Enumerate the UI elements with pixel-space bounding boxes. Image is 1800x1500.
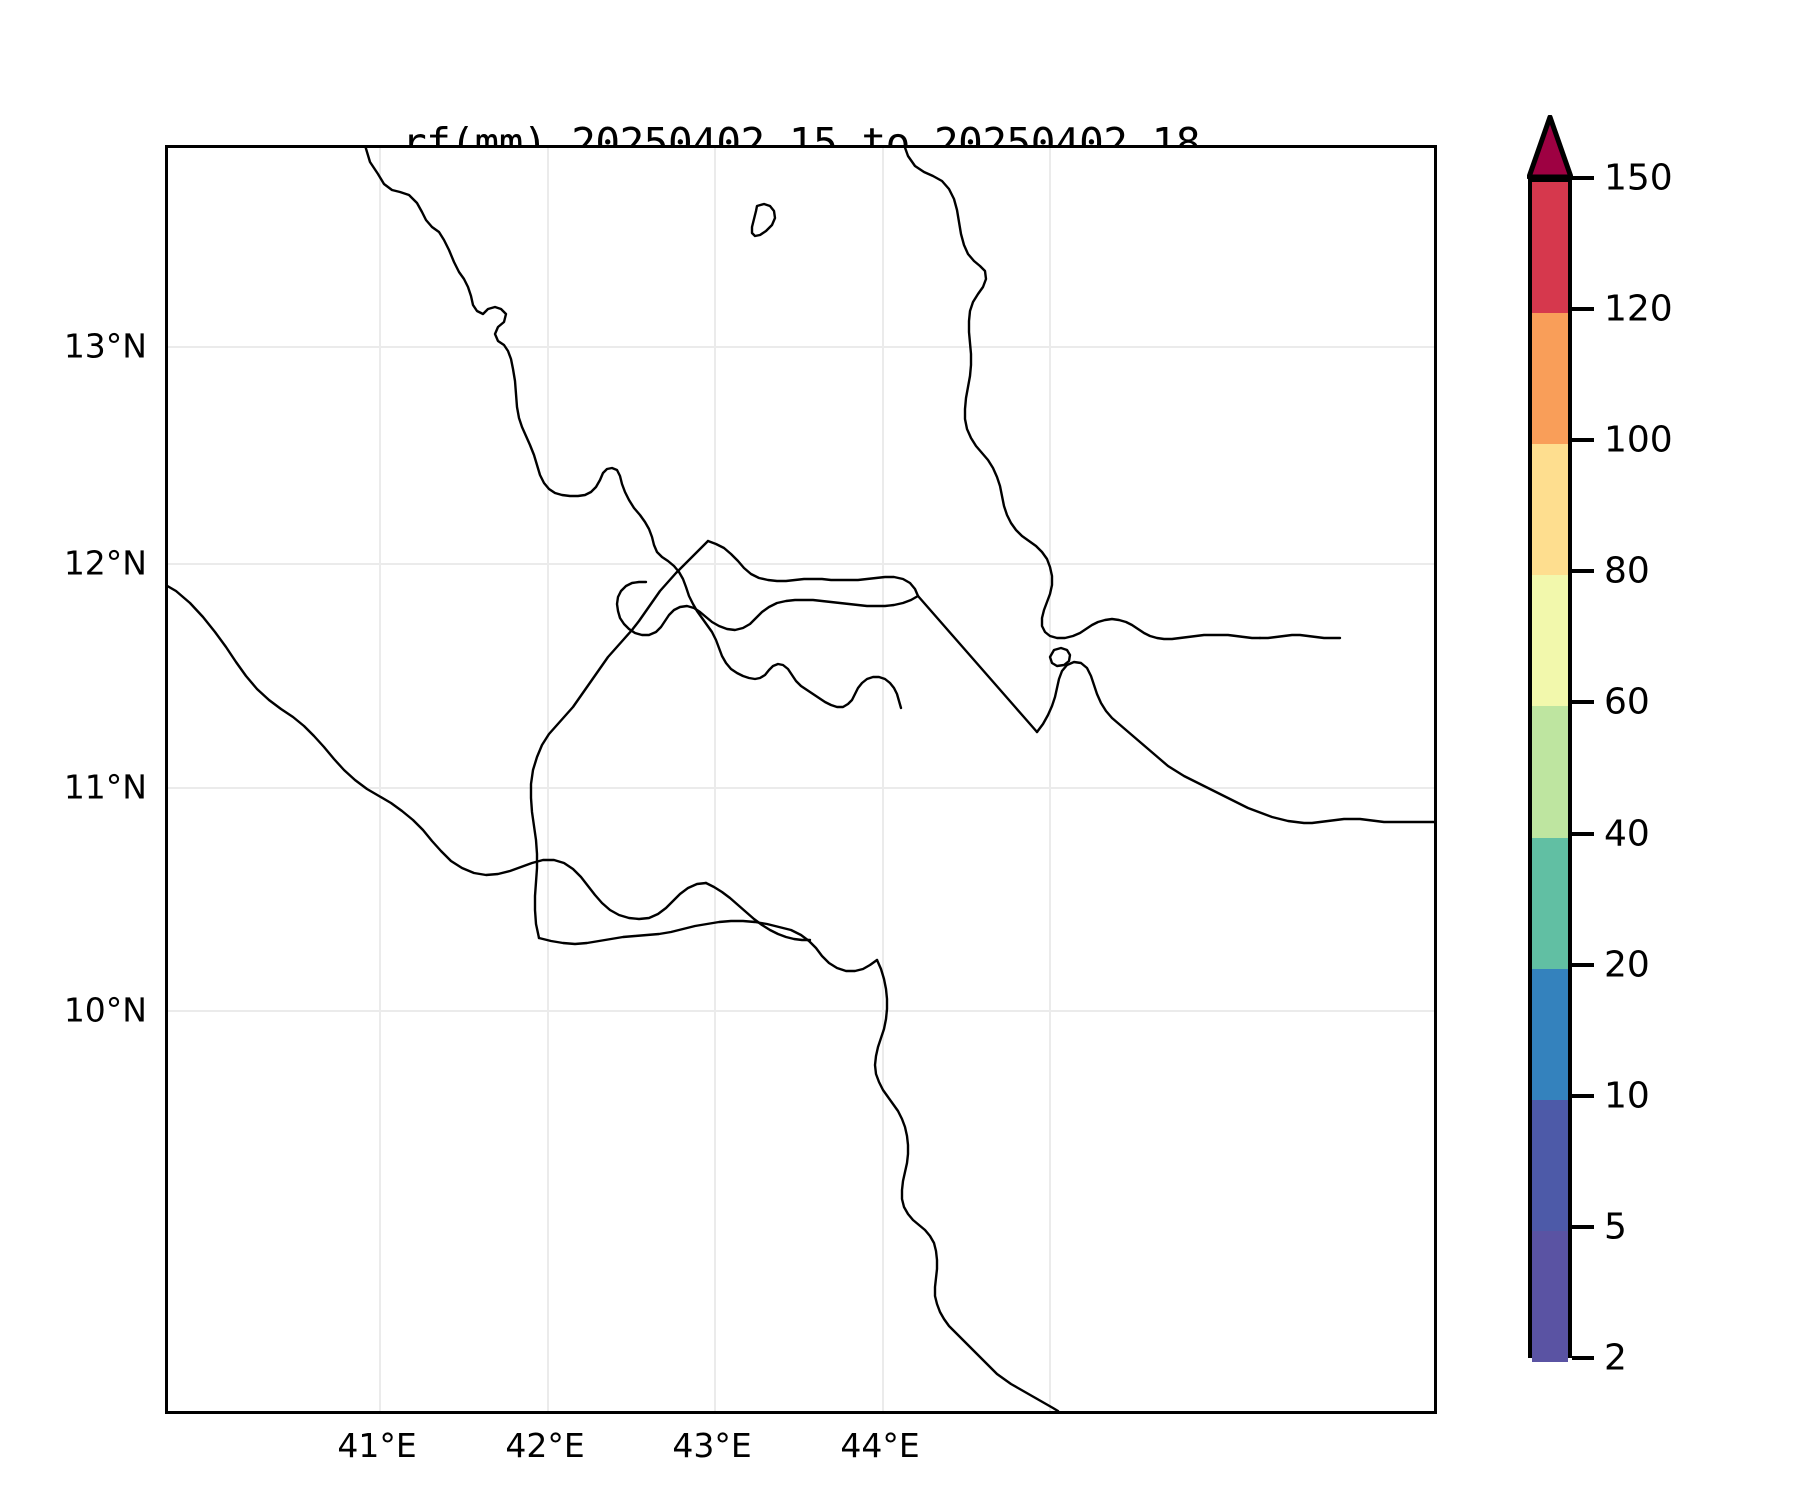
gridline-lon-42 <box>547 148 549 1411</box>
colorbar-band-100-120 <box>1532 313 1568 445</box>
xtick-label-44e: 44°E <box>840 1426 920 1465</box>
gridline-lat-11 <box>168 787 1434 789</box>
border-djibouti-west <box>529 539 710 940</box>
gridline-lat-12 <box>168 563 1434 565</box>
colorbar-tick-100 <box>1572 438 1594 443</box>
ytick-label-10n: 10°N <box>63 990 147 1030</box>
map-plot-area <box>168 148 1434 1411</box>
colorbar-ticklabel-150: 150 <box>1604 157 1673 199</box>
ytick-label-11n: 11°N <box>63 767 147 807</box>
coastline-gulf-aden-north <box>1258 633 1342 640</box>
gridline-lat-13 <box>168 346 1434 348</box>
colorbar-tick-5 <box>1572 1224 1594 1229</box>
colorbar-tick-60 <box>1572 700 1594 705</box>
colorbar-ticklabel-2: 2 <box>1604 1337 1627 1379</box>
coastline-somaliland-north <box>1035 660 1434 825</box>
colorbar-band-80-100 <box>1532 444 1568 576</box>
colorbar-band-5-10 <box>1532 1099 1568 1231</box>
colorbar-band-60-80 <box>1532 575 1568 707</box>
coastline-arabia-west <box>903 148 1262 641</box>
colorbar-tick-150 <box>1572 176 1594 180</box>
colorbar-tick-120 <box>1572 307 1594 312</box>
gridline-lat-10 <box>168 1010 1434 1012</box>
colorbar-ticklabel-5: 5 <box>1604 1206 1627 1248</box>
colorbar-band-10-20 <box>1532 968 1568 1100</box>
border-ethiopia-somaliland <box>873 958 1060 1411</box>
colorbar-ticklabel-20: 20 <box>1604 944 1650 986</box>
colorbar-tick-80 <box>1572 569 1594 574</box>
coastline-islet-right <box>1048 646 1072 668</box>
coastline-red-sea-west <box>364 148 903 710</box>
colorbar-ticklabel-120: 120 <box>1604 288 1673 330</box>
coastline-island-dahlak <box>750 202 777 238</box>
ytick-label-13n: 13°N <box>63 326 147 366</box>
colorbar-band-120-150 <box>1532 182 1568 314</box>
colorbar-ticklabel-60: 60 <box>1604 681 1650 723</box>
colorbar-ticklabel-40: 40 <box>1604 813 1650 855</box>
gridline-lon-44 <box>882 148 884 1411</box>
colorbar: 2 5 10 20 40 60 80 100 120 150 <box>1527 115 1673 1379</box>
ytick-label-12n: 12°N <box>63 543 147 583</box>
border-djibouti-south <box>537 919 879 973</box>
xtick-label-41e: 41°E <box>337 1426 417 1465</box>
coastline-tadjoura-north <box>706 539 920 598</box>
colorbar-extend-arrow <box>1527 115 1573 179</box>
xtick-label-42e: 42°E <box>505 1426 585 1465</box>
map-axes <box>165 145 1437 1414</box>
colorbar-tick-2 <box>1572 1356 1594 1360</box>
xtick-label-43e: 43°E <box>672 1426 752 1465</box>
colorbar-bands <box>1528 178 1572 1362</box>
colorbar-tick-10 <box>1572 1093 1594 1098</box>
colorbar-band-20-40 <box>1532 837 1568 969</box>
colorbar-ticklabel-80: 80 <box>1604 550 1650 592</box>
border-ethiopia-afar <box>704 881 812 942</box>
border-djibouti-somaliland <box>916 594 1039 734</box>
colorbar-ticklabel-100: 100 <box>1604 419 1673 461</box>
colorbar-band-40-60 <box>1532 706 1568 838</box>
coastline-overlay <box>168 148 1434 1411</box>
border-eritrea-ethiopia <box>168 585 708 921</box>
gridline-lon-45 <box>1049 148 1051 1411</box>
gridline-lon-41 <box>379 148 381 1411</box>
colorbar-tick-20 <box>1572 962 1594 967</box>
coastline-tadjoura-south <box>615 580 920 637</box>
colorbar-ticklabel-10: 10 <box>1604 1075 1650 1117</box>
colorbar-tick-40 <box>1572 831 1594 836</box>
colorbar-band-2-5 <box>1532 1230 1568 1362</box>
gridline-lon-43 <box>714 148 716 1411</box>
